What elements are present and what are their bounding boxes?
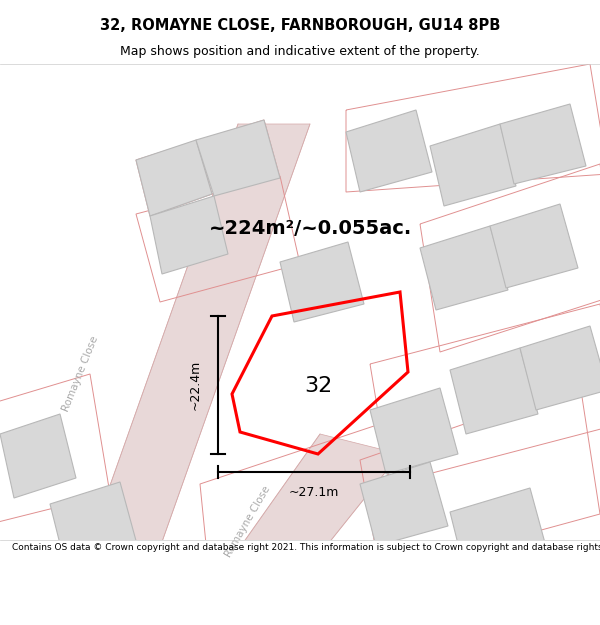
Text: Romayne Close: Romayne Close [60, 335, 100, 413]
Text: 32, ROMAYNE CLOSE, FARNBOROUGH, GU14 8PB: 32, ROMAYNE CLOSE, FARNBOROUGH, GU14 8PB [100, 18, 500, 33]
Text: Map shows position and indicative extent of the property.: Map shows position and indicative extent… [120, 45, 480, 58]
Text: ~22.4m: ~22.4m [188, 360, 201, 410]
Text: 32: 32 [304, 376, 332, 396]
Polygon shape [68, 124, 310, 604]
Polygon shape [370, 388, 458, 474]
Polygon shape [360, 462, 448, 546]
Polygon shape [200, 434, 400, 604]
Text: ~27.1m: ~27.1m [289, 486, 339, 499]
Text: Contains OS data © Crown copyright and database right 2021. This information is : Contains OS data © Crown copyright and d… [12, 543, 600, 552]
Polygon shape [450, 488, 548, 576]
Polygon shape [50, 482, 138, 568]
Polygon shape [430, 124, 516, 206]
Polygon shape [420, 226, 508, 310]
Text: ~224m²/~0.055ac.: ~224m²/~0.055ac. [208, 219, 412, 239]
Polygon shape [346, 110, 432, 192]
Polygon shape [450, 348, 538, 434]
Polygon shape [0, 414, 76, 498]
Polygon shape [520, 326, 600, 410]
Polygon shape [136, 140, 212, 216]
Polygon shape [500, 104, 586, 184]
Polygon shape [150, 196, 228, 274]
Polygon shape [280, 242, 364, 322]
Polygon shape [196, 120, 280, 196]
Polygon shape [490, 204, 578, 288]
Text: Romayne Close: Romayne Close [224, 484, 272, 559]
